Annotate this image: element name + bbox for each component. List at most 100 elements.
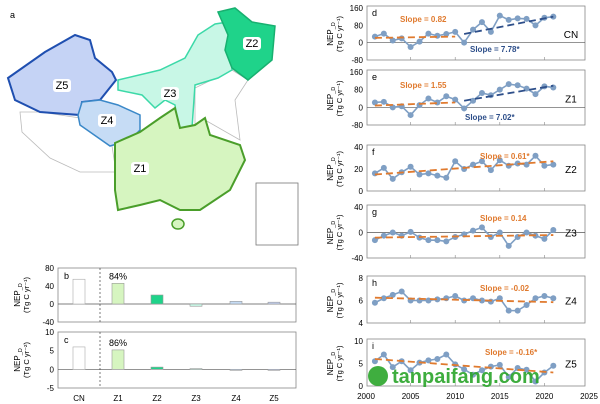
- trend-line: [374, 234, 554, 239]
- y-tick-label: 40: [45, 282, 54, 291]
- plot-frame-g: [366, 204, 586, 259]
- x-tick-label: 2010: [446, 392, 464, 401]
- y-axis-unit: (Tg C yr⁻¹): [335, 80, 344, 117]
- data-point: [407, 163, 414, 170]
- trend-line: [374, 160, 554, 176]
- y-tick-label: -80: [351, 56, 363, 65]
- y-tick-label: 0: [50, 300, 55, 309]
- data-point: [505, 81, 512, 88]
- data-point: [532, 152, 539, 159]
- panel-label-c: c: [64, 335, 69, 345]
- slope-annotation: Slope = 0.82: [400, 15, 447, 24]
- data-point: [434, 172, 441, 179]
- region-label: CN: [564, 30, 578, 41]
- data-point: [496, 157, 503, 164]
- percent-annotation: 86%: [109, 338, 127, 348]
- y-tick-label: 0: [359, 382, 364, 391]
- data-point: [452, 96, 459, 103]
- zone-label-z5: Z5: [56, 80, 69, 92]
- region-label: Z5: [565, 360, 577, 371]
- data-point: [505, 307, 512, 314]
- bar-z4: [229, 369, 243, 371]
- zone-z3[interactable]: [117, 21, 233, 129]
- zone-label-bg: [161, 87, 179, 100]
- data-point: [425, 30, 432, 37]
- bar-cn: [72, 278, 86, 305]
- data-point: [452, 293, 459, 299]
- data-point: [550, 362, 557, 369]
- zone-label-z3: Z3: [164, 88, 177, 100]
- data-point: [541, 293, 548, 299]
- data-point: [550, 226, 557, 233]
- data-point: [478, 19, 485, 26]
- panel-label-h: h: [372, 278, 377, 288]
- data-point: [380, 98, 387, 105]
- data-point: [532, 295, 539, 302]
- data-point: [461, 366, 468, 373]
- percent-annotation: 84%: [109, 271, 127, 281]
- bar-z5: [267, 369, 281, 371]
- china-zone-map: a Z1 Z2 Z3 Z4 Z5: [6, 7, 299, 246]
- slope-annotation: Slope = 7.78*: [470, 45, 520, 54]
- data-point: [487, 233, 494, 240]
- y-axis-unit: (Tg C yr⁻¹): [22, 276, 31, 313]
- zone-z1[interactable]: [114, 106, 247, 212]
- y-axis-unit: (Tg C yr⁻²): [22, 341, 31, 378]
- bar-z5: [267, 301, 281, 305]
- data-point: [505, 242, 512, 249]
- data-point: [407, 44, 414, 50]
- data-point: [550, 161, 557, 168]
- y-tick-label: 0: [50, 365, 55, 374]
- y-axis-label: NEP_D: [326, 289, 337, 313]
- zone-z5[interactable]: [6, 33, 118, 117]
- data-point: [443, 93, 450, 100]
- watermark-logo-icon: [368, 366, 388, 386]
- region-label: Z1: [565, 95, 577, 106]
- y-axis-label: NEP_D: [13, 283, 24, 307]
- y-tick-label: 10: [45, 328, 54, 337]
- y-axis-unit: (Tg C yr⁻¹): [335, 150, 344, 187]
- plot-frame-i: [366, 338, 586, 387]
- y-tick-label: 40: [354, 143, 363, 152]
- x-tick-label: 2025: [580, 392, 598, 401]
- bar-z4: [229, 300, 243, 305]
- slope-annotation: Slope = -0.02: [480, 284, 530, 293]
- data-point: [443, 238, 450, 245]
- y-tick-label: 80: [354, 86, 363, 95]
- y-tick-label: 10: [354, 337, 363, 346]
- data-point: [443, 31, 450, 37]
- data-point: [407, 228, 414, 235]
- region-label: Z4: [565, 297, 577, 308]
- y-tick-label: 80: [354, 21, 363, 30]
- data-point: [523, 302, 530, 308]
- data-point: [434, 237, 441, 244]
- x-tick-label: 2020: [536, 392, 554, 401]
- bar-z2: [150, 366, 164, 370]
- zone-label-bg: [98, 114, 116, 127]
- data-point: [452, 158, 459, 165]
- y-axis-label: NEP_D: [326, 221, 337, 245]
- plot-frame-d: [366, 5, 586, 61]
- zone-label-z1: Z1: [134, 163, 147, 175]
- plot-frame-b: [57, 267, 297, 323]
- y-axis-label: NEP_D: [13, 348, 24, 372]
- data-point: [425, 357, 432, 364]
- bar-z1: [111, 282, 125, 305]
- data-point: [380, 164, 387, 171]
- hainan-island: [171, 218, 185, 230]
- data-point: [389, 37, 396, 44]
- x-tick-label: CN: [73, 394, 85, 403]
- data-point: [532, 378, 539, 385]
- data-point: [461, 105, 468, 112]
- y-axis-unit: (Tg C yr⁻¹): [335, 214, 344, 251]
- data-point: [532, 22, 539, 29]
- data-point: [416, 38, 423, 45]
- data-point: [407, 367, 414, 374]
- y-tick-label: 5: [50, 347, 55, 356]
- y-tick-label: 0: [359, 187, 364, 196]
- y-axis-unit: (Tg C yr⁻¹): [335, 345, 344, 382]
- data-point: [478, 367, 485, 374]
- zone-label-z2: Z2: [246, 38, 259, 50]
- data-point: [398, 288, 405, 295]
